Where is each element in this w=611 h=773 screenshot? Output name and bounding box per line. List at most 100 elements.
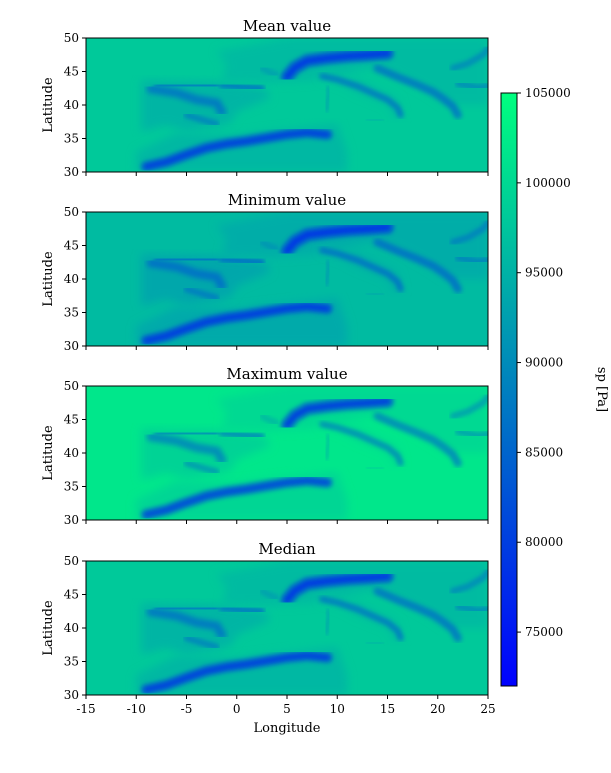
y-tick-label: 40 (64, 98, 79, 112)
terrain-ridge-core (260, 589, 279, 600)
terrain-ridge-core (220, 257, 264, 264)
y-tick-label: 45 (64, 413, 79, 427)
x-tick-label: -15 (76, 702, 95, 716)
terrain-ridge-core (220, 606, 264, 613)
terrain-ridge-core (366, 641, 384, 645)
terrain-ridge-core (284, 225, 390, 254)
y-tick-label: 40 (64, 272, 79, 286)
colorbar: 75000 80000 85000 90000 95000 100000 105000 sp … (500, 86, 609, 687)
terrain-ridge-core (366, 292, 384, 296)
terrain-ridge-core (375, 66, 460, 117)
y-tick-label: 30 (64, 165, 79, 179)
colorbar-label: sp [Pa] (594, 367, 609, 412)
y-tick-label: 50 (64, 379, 79, 393)
terrain-ridge-core (260, 241, 279, 250)
terrain-ridge-core (220, 431, 264, 438)
terrain-ridge-core (155, 606, 218, 611)
colorbar-tick-label: 80000 (525, 535, 563, 549)
x-tick-label: 0 (233, 702, 241, 716)
colorbar-tick-label: 95000 (525, 266, 563, 280)
terrain-ridge-core (149, 609, 224, 637)
y-axis-label: Latitude (41, 425, 56, 481)
land-shading (216, 386, 488, 453)
terrain-ridge-core (456, 605, 488, 612)
y-tick-label: 30 (64, 513, 79, 527)
x-tick-label: 20 (430, 702, 445, 716)
terrain-ridge-core (321, 249, 402, 291)
terrain-ridge-core (185, 113, 218, 125)
terrain-ridge-core (451, 395, 488, 418)
heatmap-max (86, 386, 488, 520)
terrain-ridge-core (325, 609, 330, 635)
terrain-ridge-core (456, 256, 488, 263)
terrain-ridge-core (325, 260, 330, 286)
panel-max: Maximum value 30 35 40 45 50 Latitude (41, 365, 489, 527)
terrain-ridge-core (284, 51, 390, 80)
terrain-ridge-core (144, 478, 330, 517)
colorbar-tick-label: 90000 (525, 356, 563, 370)
y-tick-label: 40 (64, 446, 79, 460)
x-tick-label: 15 (380, 702, 395, 716)
terrain-ridge-core (185, 287, 218, 299)
y-tick-label: 50 (64, 554, 79, 568)
terrain-ridge-core (325, 434, 330, 460)
colorbar-tick-label: 85000 (525, 445, 563, 459)
y-axis-label: Latitude (41, 77, 56, 133)
terrain-ridge-core (321, 423, 402, 465)
y-tick-label: 35 (64, 480, 79, 494)
panel-median: Median 30 35 40 45 50 Latitude -15 -10 -5 0 5 10 15 20… (41, 540, 496, 736)
y-tick-label: 30 (64, 688, 79, 702)
terrain-ridge-core (375, 240, 460, 291)
terrain-ridge-core (375, 589, 460, 640)
y-tick-label: 35 (64, 132, 79, 146)
terrain-ridge-core (185, 461, 218, 473)
terrain-ridge-core (144, 653, 330, 692)
terrain-ridge-core (321, 75, 402, 117)
terrain-ridge-core (451, 221, 488, 244)
terrain-ridge-core (144, 130, 330, 169)
colorbar-tick-label: 75000 (525, 625, 563, 639)
panel-min: Minimum value 30 35 40 45 50 Latitude (41, 191, 489, 353)
terrain-ridge-core (451, 570, 488, 593)
y-tick-label: 35 (64, 655, 79, 669)
y-axis-label: Latitude (41, 600, 56, 656)
terrain-ridge-core (155, 257, 218, 262)
heatmap-min (86, 212, 488, 346)
x-tick-label: 25 (480, 702, 495, 716)
land-shading (216, 561, 488, 628)
y-tick-label: 50 (64, 205, 79, 219)
x-tick-label: -10 (127, 702, 146, 716)
terrain-ridge-core (220, 83, 264, 90)
terrain-ridge-core (284, 574, 390, 603)
terrain-ridge-core (456, 82, 488, 89)
terrain-ridge-core (451, 47, 488, 70)
y-tick-label: 45 (64, 239, 79, 253)
x-tick-label: 5 (283, 702, 291, 716)
colorbar-tick-label: 100000 (525, 176, 571, 190)
terrain-ridge-core (260, 414, 279, 425)
panel-title: Median (258, 540, 316, 558)
terrain-ridge-core (366, 466, 384, 470)
heatmap-median (86, 561, 488, 695)
terrain-ridge-core (155, 83, 218, 88)
terrain-ridge-core (144, 304, 330, 343)
terrain-ridge-core (375, 414, 460, 465)
terrain-ridge-core (149, 260, 224, 288)
terrain-ridge-core (185, 636, 218, 648)
terrain-ridge-core (149, 86, 224, 114)
colorbar-tick-label: 105000 (525, 86, 571, 100)
x-tick-label: -5 (181, 702, 193, 716)
colorbar-gradient (500, 92, 518, 687)
terrain-ridge-core (321, 598, 402, 640)
y-tick-label: 40 (64, 621, 79, 635)
terrain-ridge-core (366, 118, 384, 122)
panel-title: Minimum value (228, 191, 346, 209)
terrain-ridge-core (284, 399, 390, 428)
y-tick-label: 30 (64, 339, 79, 353)
x-tick-label: 10 (330, 702, 345, 716)
terrain-ridge-core (325, 86, 330, 112)
y-tick-label: 35 (64, 306, 79, 320)
terrain-ridge-core (456, 430, 488, 437)
land-shading (216, 38, 488, 105)
